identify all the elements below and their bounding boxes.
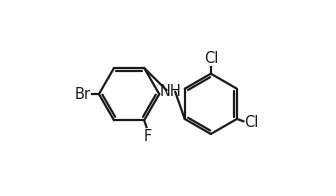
Text: Cl: Cl — [245, 115, 259, 130]
Text: Cl: Cl — [204, 51, 218, 66]
Text: F: F — [143, 129, 152, 144]
Text: NH: NH — [160, 84, 182, 99]
Text: Br: Br — [75, 87, 91, 102]
